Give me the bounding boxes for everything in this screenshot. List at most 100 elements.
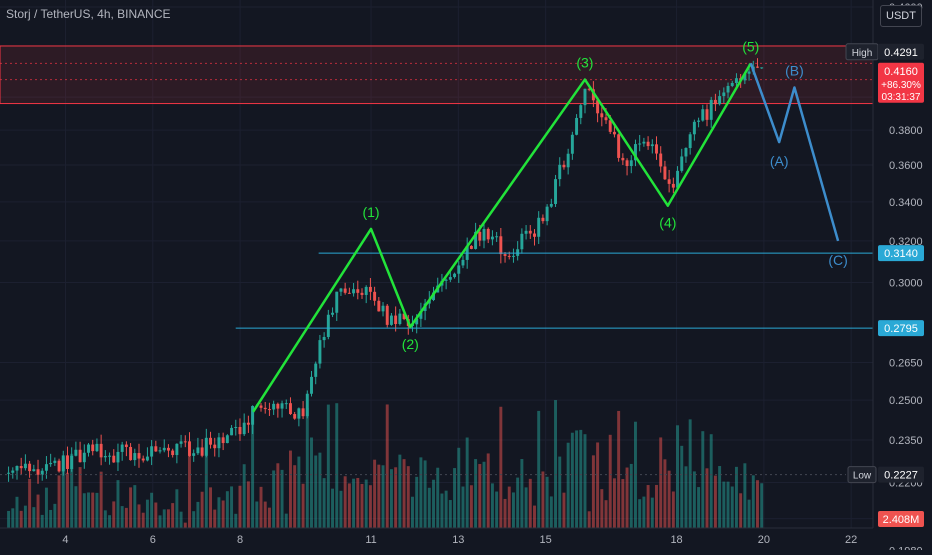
price-tick-label: 0.1980 <box>889 545 923 550</box>
corrective-wave-label: (A) <box>770 153 789 169</box>
candle-body <box>444 279 448 281</box>
candle-body <box>204 437 208 456</box>
volume-bar <box>591 455 595 528</box>
candle-body <box>108 455 112 457</box>
time-axis-panel[interactable] <box>0 528 932 550</box>
volume-bar <box>415 476 419 528</box>
candle-body <box>343 288 347 293</box>
candle-body <box>663 166 667 180</box>
candle-body <box>120 444 124 452</box>
currency-button[interactable]: USDT <box>880 5 922 27</box>
volume-bar <box>91 492 95 528</box>
volume-bar <box>461 486 465 528</box>
volume-bar <box>394 467 398 528</box>
volume-bar <box>314 455 318 528</box>
volume-bar <box>61 457 65 528</box>
volume-bar <box>272 470 276 528</box>
candle-body <box>688 134 692 149</box>
volume-bar <box>629 463 633 528</box>
volume-bar <box>511 492 515 528</box>
candle-body <box>356 289 360 293</box>
candle-body <box>730 82 734 86</box>
candle-body <box>638 143 642 145</box>
candle-body <box>495 236 499 238</box>
volume-bar <box>697 487 701 528</box>
volume-bar <box>756 480 759 528</box>
candle-body <box>166 447 170 451</box>
time-tick-label: 6 <box>150 534 156 546</box>
volume-bar <box>154 502 158 528</box>
candle-body <box>82 452 86 463</box>
candle-body <box>326 314 330 337</box>
volume-bar <box>246 481 250 528</box>
volume-bar <box>28 478 32 528</box>
volume-bar <box>78 467 82 528</box>
volume-bar <box>124 507 128 528</box>
candle-body <box>310 376 313 394</box>
candle-body <box>284 403 288 405</box>
volume-bar <box>558 456 562 528</box>
candle-body <box>175 443 179 456</box>
price-tick-label: 0.2650 <box>889 358 923 370</box>
volume-bar <box>288 450 292 528</box>
volume-bar <box>402 459 406 528</box>
volume-bar <box>575 430 579 528</box>
candle-body <box>655 144 658 154</box>
candles <box>7 58 764 484</box>
candle-body <box>23 463 27 469</box>
volume-bar <box>419 457 423 528</box>
candle-body <box>549 203 553 207</box>
volume-bar <box>171 503 175 528</box>
candle-body <box>600 113 604 118</box>
volume-bar <box>209 487 212 528</box>
volume-bar <box>718 466 722 528</box>
candle-body <box>516 249 520 256</box>
candle-body <box>453 273 457 278</box>
volume-bar <box>385 404 389 528</box>
price-labels: High 0.4291 0.4160 +86.30%03:31:37 0.3140 0.2… <box>0 43 924 527</box>
candle-body <box>469 245 473 249</box>
candle-body <box>158 450 162 452</box>
volume-bar <box>183 522 187 528</box>
time-axis: 4 6 8 11 13 15 18 20 22 <box>62 534 857 546</box>
impulse-wave-label: (1) <box>362 204 379 220</box>
volume-bar <box>520 459 524 528</box>
candle-body <box>596 100 600 114</box>
volume-bar <box>490 483 494 528</box>
volume-bar <box>692 471 696 528</box>
candle-body <box>322 336 326 341</box>
volume-bar <box>465 437 469 528</box>
candle-body <box>381 305 385 312</box>
volume-bar <box>444 490 448 528</box>
volume-bar <box>541 471 545 528</box>
volume-bar <box>760 483 764 528</box>
volume-bar <box>196 501 200 528</box>
time-tick-label: 8 <box>237 534 243 546</box>
candle-body <box>364 286 368 295</box>
volume-bar <box>583 434 587 528</box>
resistance-zone-box <box>0 45 874 105</box>
impulse-wave-label: (3) <box>576 55 593 71</box>
volume-bar <box>427 487 431 528</box>
volume-bar <box>335 403 339 528</box>
volume-bar <box>507 486 511 528</box>
candle-body <box>554 179 558 204</box>
volume-bar <box>108 515 112 528</box>
candle-body <box>650 144 654 147</box>
volume-bar <box>19 510 23 528</box>
candle-body <box>680 156 684 171</box>
candle-body <box>503 254 507 256</box>
volume-bar <box>469 485 473 528</box>
volume-bar <box>503 498 507 528</box>
candle-body <box>394 315 398 325</box>
volume-bar <box>116 480 120 528</box>
volume-bar <box>150 492 154 528</box>
volume-bar <box>356 477 360 528</box>
candle-body <box>398 313 402 325</box>
volume-bar <box>545 476 549 528</box>
candle-body <box>66 455 69 469</box>
candle-body <box>251 405 255 425</box>
volume-bar <box>528 478 532 528</box>
